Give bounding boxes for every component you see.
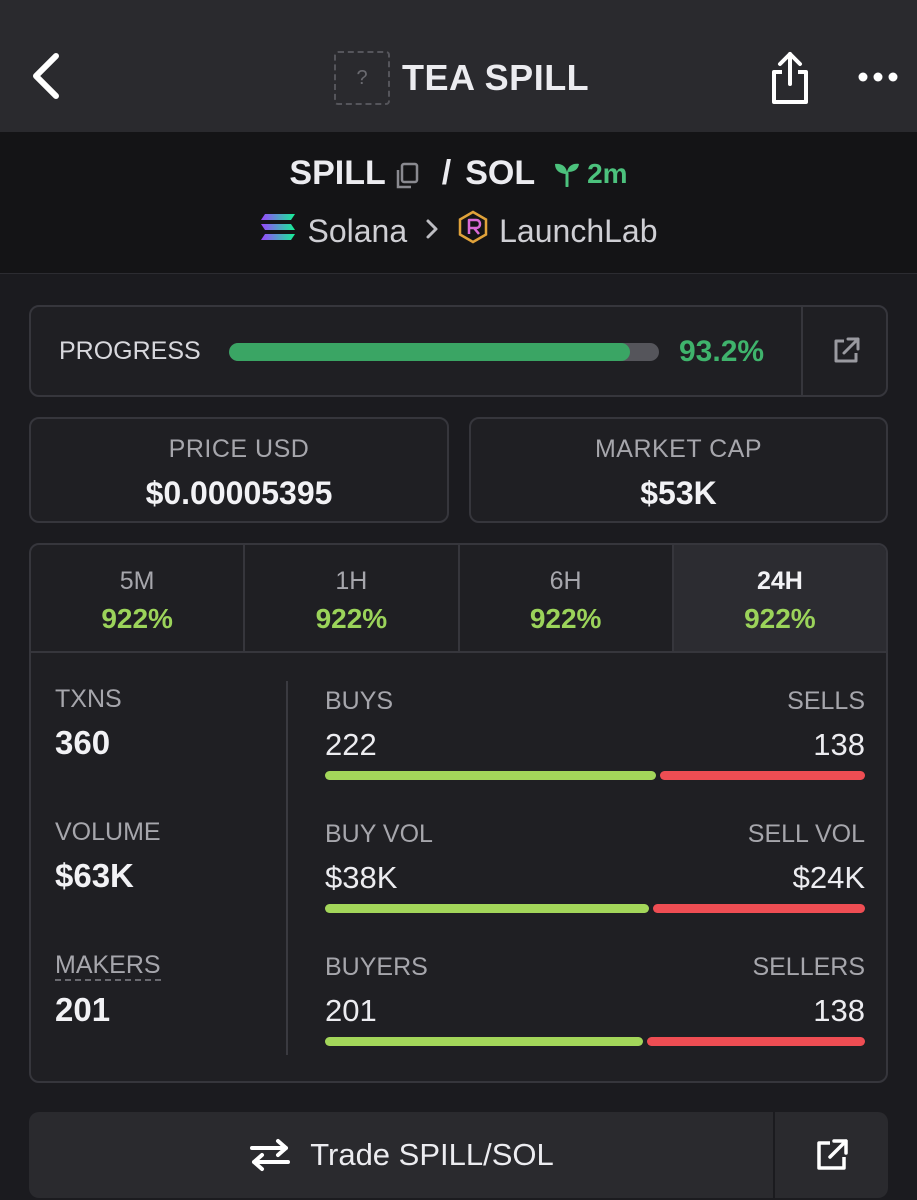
progress-bar: [229, 343, 659, 361]
tab-1h[interactable]: 1H 922%: [245, 545, 460, 651]
market-cap-card: MARKET CAP $53K: [469, 417, 888, 523]
tab-change: 922%: [529, 603, 602, 634]
buy-vol-label: BUY VOL: [325, 820, 433, 848]
pair-separator: /: [441, 154, 452, 192]
base-symbol: SPILL: [289, 154, 386, 192]
buyers-ratio-bar: [325, 1037, 865, 1046]
stats-card: 5M 922% 1H 922% 6H 922% 24H 922% TXNS 36…: [29, 543, 888, 1083]
page-title: TEA SPILL: [402, 57, 590, 98]
tab-label: 6H: [549, 567, 582, 595]
makers-label[interactable]: MAKERS: [55, 951, 161, 981]
buyers-value: 201: [325, 993, 377, 1028]
copy-address-button[interactable]: [394, 160, 420, 188]
buys-label: BUYS: [325, 687, 394, 715]
solana-icon: [259, 212, 297, 250]
tab-change: 922%: [315, 603, 388, 634]
more-options-button[interactable]: [858, 68, 898, 86]
token-logo-placeholder: ?: [334, 51, 390, 105]
sells-value: 138: [813, 727, 865, 762]
copy-icon: [396, 162, 418, 188]
external-link-icon: [834, 337, 859, 363]
external-link-icon: [816, 1139, 848, 1170]
txns-value: 360: [55, 724, 111, 761]
trade-button-label: Trade SPILL/SOL: [310, 1137, 554, 1172]
trade-external-link-button[interactable]: [773, 1112, 888, 1198]
top-bar: ? TEA SPILL: [0, 0, 917, 132]
buys-sells-ratio-bar: [325, 771, 865, 780]
progress-external-link-button[interactable]: [801, 307, 888, 395]
chevron-right-icon: [425, 215, 439, 247]
pair-info-bar: SPILL / SOL 2m Solana: [0, 132, 917, 274]
volume-ratio-bar: [325, 904, 865, 913]
tab-change: 922%: [744, 603, 816, 634]
more-icon: [858, 72, 898, 82]
page-title-group: ? TEA SPILL: [334, 50, 589, 106]
pair-age: 2m: [553, 157, 628, 190]
market-cap-value: $53K: [640, 475, 717, 511]
sells-label: SELLS: [787, 687, 865, 715]
txns-stat: TXNS 360: [55, 685, 122, 762]
makers-value: 201: [55, 991, 111, 1028]
tab-6h[interactable]: 6H 922%: [460, 545, 674, 651]
tab-5m[interactable]: 5M 922%: [31, 545, 246, 651]
buy-share-fill: [325, 1037, 643, 1046]
chain-name[interactable]: Solana: [307, 212, 408, 249]
sprout-icon: [555, 163, 580, 187]
sell-share-fill: [660, 771, 865, 780]
price-usd-value: $0.00005395: [145, 475, 333, 511]
buy-share-fill: [325, 771, 656, 780]
sell-vol-label: SELL VOL: [747, 820, 865, 848]
trade-bar: Trade SPILL/SOL: [29, 1112, 888, 1198]
dex-name[interactable]: LaunchLab: [499, 212, 658, 249]
share-button[interactable]: [766, 50, 814, 106]
buy-share-fill: [325, 904, 649, 913]
volume-stat: VOLUME $63K: [55, 818, 161, 895]
volume-value: $63K: [55, 857, 134, 894]
buyers-label: BUYERS: [325, 953, 428, 981]
swap-arrows-icon: [250, 1139, 291, 1171]
back-button[interactable]: [26, 50, 70, 102]
tab-24h[interactable]: 24H 922%: [673, 545, 886, 651]
tab-label: 5M: [119, 567, 155, 595]
launchlab-icon: [457, 210, 489, 252]
share-icon: [772, 52, 808, 104]
trade-button[interactable]: Trade SPILL/SOL: [29, 1112, 773, 1198]
sellers-value: 138: [813, 993, 865, 1028]
progress-percent: 93.2%: [679, 335, 765, 368]
market-cap-label: MARKET CAP: [594, 435, 763, 463]
buy-sell-volume-row: BUY VOL SELL VOL $38K $24K: [325, 820, 865, 913]
buyers-sellers-row: BUYERS SELLERS 201 138: [325, 953, 865, 1046]
tab-label: 1H: [335, 567, 368, 595]
pair-title: SPILL / SOL 2m: [0, 154, 917, 193]
sellers-label: SELLERS: [752, 953, 865, 981]
column-divider: [286, 681, 288, 1055]
price-usd-card: PRICE USD $0.00005395: [29, 417, 449, 523]
price-usd-label: PRICE USD: [168, 435, 310, 463]
makers-stat: MAKERS 201: [55, 951, 161, 1029]
sell-share-fill: [653, 904, 865, 913]
quote-symbol: SOL: [465, 154, 536, 192]
progress-card: PROGRESS 93.2%: [29, 305, 888, 397]
back-chevron-icon: [33, 53, 59, 99]
buys-sells-row: BUYS SELLS 222 138: [325, 687, 865, 780]
tab-label: 24H: [756, 567, 803, 595]
progress-label: PROGRESS: [59, 337, 201, 365]
sell-share-fill: [647, 1037, 865, 1046]
buys-value: 222: [325, 727, 377, 762]
chain-breadcrumb: Solana LaunchLab: [0, 210, 917, 252]
sell-vol-value: $24K: [792, 860, 865, 895]
txns-label: TXNS: [55, 685, 122, 713]
timeframe-tabs: 5M 922% 1H 922% 6H 922% 24H 922%: [31, 545, 886, 653]
volume-label: VOLUME: [55, 818, 161, 846]
pair-age-text: 2m: [587, 157, 628, 189]
buy-vol-value: $38K: [325, 860, 398, 895]
tab-change: 922%: [101, 603, 173, 634]
progress-bar-fill: [229, 343, 630, 361]
